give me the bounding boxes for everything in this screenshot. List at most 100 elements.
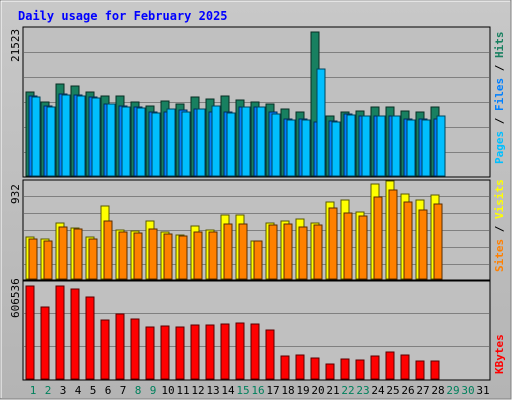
bar-kbytes-day-22 [340, 358, 350, 380]
day-label: 16 [251, 384, 264, 397]
bar-kbytes-day-16 [250, 323, 260, 380]
day-label: 29 [446, 384, 459, 397]
bar-pages-day-2 [46, 106, 56, 177]
day-label: 13 [206, 384, 219, 397]
bar-pages-day-24 [376, 115, 386, 177]
bar-pages-day-22 [346, 114, 356, 177]
day-label: 10 [161, 384, 174, 397]
bar-pages-day-23 [361, 115, 371, 177]
day-label: 21 [326, 384, 339, 397]
bar-pages-day-15 [241, 106, 251, 177]
day-label: 17 [266, 384, 279, 397]
bar-sites-day-2 [43, 240, 53, 280]
bar-pages-day-3 [61, 94, 71, 177]
bar-pages-day-4 [76, 95, 86, 177]
hits-files-pages-panel: 21523 Pages / Files / Hits [9, 26, 506, 178]
day-label: 7 [120, 384, 127, 397]
bar-kbytes-day-5 [85, 296, 95, 380]
bar-sites-day-28 [433, 203, 443, 280]
day-label: 31 [476, 384, 489, 397]
bar-sites-day-6 [103, 220, 113, 280]
bar-sites-day-3 [58, 226, 68, 280]
day-label: 5 [90, 384, 97, 397]
bar-pages-day-26 [406, 119, 416, 177]
bar-pages-day-12 [196, 108, 206, 177]
bar-pages-day-27 [421, 119, 431, 177]
bar-kbytes-day-11 [175, 326, 185, 380]
y-max-label: 932 [9, 184, 22, 204]
bar-pages-day-17 [271, 113, 281, 177]
day-label: 2 [45, 384, 52, 397]
bar-kbytes-day-18 [280, 355, 290, 380]
side-legend: Sites / Visits [493, 179, 506, 272]
legend-kbytes: KBytes [493, 334, 506, 374]
bar-pages-day-16 [256, 106, 266, 177]
y-max-label: 606536 [9, 278, 22, 318]
bar-kbytes-day-17 [265, 329, 275, 380]
bar-pages-day-10 [166, 108, 176, 177]
bar-sites-day-25 [388, 189, 398, 280]
bar-kbytes-day-24 [370, 355, 380, 380]
bar-sites-day-5 [88, 238, 98, 280]
day-label: 22 [341, 384, 354, 397]
bar-kbytes-day-8 [130, 318, 140, 380]
side-legend: KBytes [493, 334, 506, 374]
chart-title: Daily usage for February 2025 [18, 9, 228, 23]
bar-kbytes-day-4 [70, 288, 80, 380]
legend-files: Files [493, 78, 506, 111]
day-label: 25 [386, 384, 399, 397]
day-label: 23 [356, 384, 369, 397]
bar-pages-day-9 [151, 112, 161, 177]
bar-kbytes-day-26 [400, 354, 410, 380]
bar-pages-day-18 [286, 119, 296, 177]
bar-sites-day-9 [148, 228, 158, 280]
day-labels: 1 2 3 4 5 6 7 8 9 10 11 12 13 14 15 16 17 18 19 20 21 22 23 24 2… [30, 384, 490, 397]
day-label: 9 [150, 384, 157, 397]
bar-kbytes-day-13 [205, 324, 215, 380]
bar-sites-day-23 [358, 215, 368, 280]
bar-kbytes-day-10 [160, 325, 170, 380]
bar-sites-day-8 [133, 232, 143, 280]
bar-pages-day-8 [136, 107, 146, 177]
bar-kbytes-day-25 [385, 351, 395, 380]
bar-pages-day-25 [391, 115, 401, 177]
bar-sites-day-4 [73, 228, 83, 280]
bar-pages-day-5 [91, 97, 101, 177]
side-legend: Pages / Files / Hits [493, 32, 506, 165]
bar-kbytes-day-3 [55, 285, 65, 380]
bar-sites-day-15 [238, 223, 248, 280]
day-label: 12 [191, 384, 204, 397]
bar-pages-day-13 [211, 105, 221, 177]
bar-kbytes-day-1 [25, 285, 35, 380]
bar-kbytes-day-7 [115, 313, 125, 380]
bar-kbytes-day-19 [295, 354, 305, 380]
day-label: 26 [401, 384, 414, 397]
bar-sites-day-16 [253, 240, 263, 280]
legend-sites: Sites [493, 239, 506, 272]
bar-sites-day-17 [268, 224, 278, 280]
day-label: 6 [105, 384, 112, 397]
day-label: 24 [371, 384, 385, 397]
bar-sites-day-10 [163, 233, 173, 280]
bar-sites-day-18 [283, 223, 293, 280]
bars [25, 285, 440, 380]
bar-pages-day-21 [331, 121, 341, 177]
bar-sites-day-27 [418, 209, 428, 280]
bar-pages-day-11 [181, 111, 191, 177]
day-label: 15 [236, 384, 249, 397]
bar-sites-day-12 [193, 231, 203, 280]
bar-sites-day-7 [118, 231, 128, 280]
bar-pages-day-7 [121, 106, 131, 177]
day-label: 18 [281, 384, 294, 397]
day-label: 14 [221, 384, 235, 397]
bar-pages-day-6 [106, 103, 116, 177]
day-label: 19 [296, 384, 309, 397]
bar-kbytes-day-20 [310, 357, 320, 380]
bar-sites-day-11 [178, 235, 188, 280]
bar-kbytes-day-28 [430, 360, 440, 380]
day-label: 11 [176, 384, 189, 397]
legend-visits: Visits [493, 179, 506, 219]
visits-sites-panel: 932 Sites / Visits [9, 179, 506, 281]
day-label: 27 [416, 384, 429, 397]
